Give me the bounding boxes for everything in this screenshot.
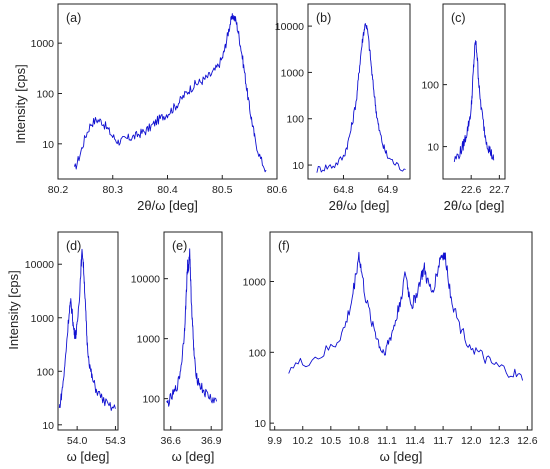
x-tick-label: 9.9	[267, 435, 282, 447]
x-tick-label: 11.4	[405, 435, 425, 447]
y-tick-label: 100	[36, 88, 54, 100]
x-tick-label: 10.5	[321, 435, 342, 447]
x-tick-label: 36.6	[161, 435, 182, 447]
y-tick-label: 10	[42, 139, 54, 151]
panel-label: (d)	[66, 239, 81, 253]
panel-d: 54.0 54.3 10 100 1000 10000 (d) ω [deg]	[25, 231, 126, 464]
x-tick-label: 11.7	[433, 435, 453, 447]
panel-a: 80.2 80.3 80.4 80.5 80.6 10 100 1000 (a) 2θ/ω [de…	[31, 3, 288, 213]
x-tick-label: 22.6	[461, 184, 482, 196]
x-tick-label: 64.8	[333, 184, 354, 196]
x-axis-label: ω [deg]	[67, 449, 110, 464]
y-tick-label: 100	[286, 114, 304, 126]
y-tick-label: 1000	[31, 313, 55, 325]
x-tick-label: 80.3	[103, 184, 124, 196]
x-axis-label: ω [deg]	[172, 449, 215, 464]
plot-frame	[442, 3, 506, 180]
y-tick-label: 1000	[281, 67, 305, 79]
panel-label: (f)	[278, 239, 290, 253]
y-tick-label: 10	[254, 418, 266, 430]
y-tick-label: 10000	[25, 259, 54, 271]
plot-frame	[307, 3, 411, 180]
panel-c: 22.6 22.7 10 100 (c) 2θ/ω [deg]	[421, 3, 510, 213]
x-tick-label: 54.3	[105, 435, 126, 447]
diffraction-trace	[73, 13, 267, 173]
plot-frame	[269, 231, 533, 431]
y-tick-label: 1000	[137, 334, 161, 346]
x-tick-label: 80.5	[212, 184, 233, 196]
x-axis-label: 2θ/ω [deg]	[137, 198, 198, 213]
panel-b: 64.8 64.9 10 100 1000 10000 (b) 2θ/ω [deg]	[275, 3, 411, 213]
x-tick-label: 12.3	[489, 435, 510, 447]
panel-e: 36.6 36.9 100 1000 10000 (e) ω [deg]	[131, 231, 223, 464]
x-axis-label: 2θ/ω [deg]	[444, 198, 505, 213]
y-tick-label: 100	[248, 347, 266, 359]
x-tick-label: 64.9	[378, 184, 399, 196]
diffraction-trace	[316, 23, 406, 173]
x-axis-label: 2θ/ω [deg]	[329, 198, 390, 213]
x-axis-label: ω [deg]	[380, 449, 423, 464]
y-tick-label: 1000	[31, 38, 55, 50]
x-tick-label: 12.6	[517, 435, 538, 447]
x-tick-label: 11.1	[377, 435, 397, 447]
y-tick-label: 100	[142, 394, 160, 406]
x-tick-label: 22.7	[489, 184, 510, 196]
panel-label: (c)	[451, 11, 466, 25]
panel-f: 9.9 10.2 10.5 10.8 11.1 11.4 11.7 12.0 12.3 12.6 1…	[243, 231, 538, 464]
panel-label: (e)	[172, 239, 187, 253]
y-tick-label: 10	[427, 142, 439, 154]
x-tick-label: 80.2	[48, 184, 69, 196]
y-axis-label-bottom: Intensity [cps]	[6, 270, 21, 349]
plot-frame	[57, 3, 278, 180]
y-tick-label: 10	[292, 160, 304, 172]
y-tick-label: 100	[36, 366, 54, 378]
x-tick-label: 10.8	[349, 435, 370, 447]
y-tick-label: 10	[42, 420, 54, 432]
y-tick-label: 100	[421, 80, 439, 92]
plot-frame	[57, 231, 119, 431]
y-tick-label: 10000	[131, 274, 160, 286]
plot-frame	[163, 231, 223, 431]
diffraction-trace	[166, 248, 218, 407]
diffraction-trace	[58, 248, 116, 411]
y-tick-label: 10000	[275, 21, 304, 33]
x-tick-label: 54.0	[67, 435, 88, 447]
diffraction-trace	[453, 40, 495, 162]
x-tick-label: 36.9	[201, 435, 222, 447]
y-tick-label: 1000	[243, 277, 267, 289]
x-tick-label: 12.0	[461, 435, 482, 447]
diffraction-trace	[288, 251, 524, 381]
x-tick-label: 80.4	[157, 184, 178, 196]
x-tick-label: 80.6	[267, 184, 288, 196]
panel-label: (a)	[66, 11, 81, 25]
x-tick-label: 10.2	[293, 435, 314, 447]
panel-label: (b)	[316, 11, 331, 25]
y-axis-label-top: Intensity [cps]	[13, 64, 28, 143]
